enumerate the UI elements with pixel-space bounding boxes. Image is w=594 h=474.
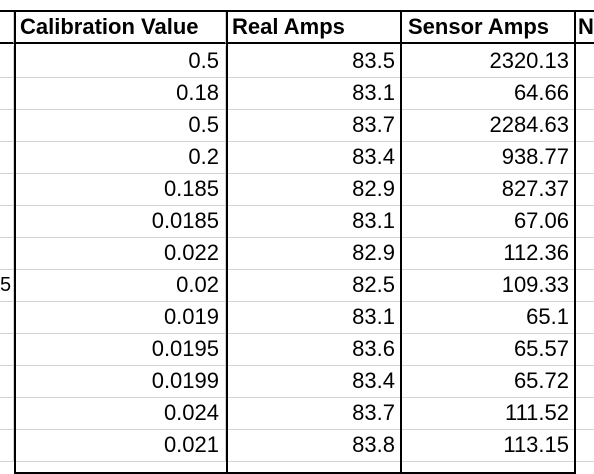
cell-partial-next[interactable]	[576, 430, 594, 462]
cell-real-amps[interactable]: 83.4	[226, 142, 402, 174]
cell-sensor-amps[interactable]: 111.52	[402, 398, 576, 430]
cell-partial-left[interactable]	[0, 206, 14, 238]
cell-partial-next[interactable]	[576, 206, 594, 238]
cell-calibration-value[interactable]: 0.0199	[14, 366, 226, 398]
cell-sensor-amps[interactable]: 938.77	[402, 142, 576, 174]
cell-calibration-value[interactable]: 0.185	[14, 174, 226, 206]
cell-real-amps[interactable]: 83.8	[226, 430, 402, 462]
cell-sensor-amps[interactable]: 65.57	[402, 334, 576, 366]
cell-sensor-amps[interactable]: 64.66	[402, 78, 576, 110]
cell-calibration-value[interactable]: 0.022	[14, 238, 226, 270]
cell-partial-left[interactable]	[0, 302, 14, 334]
cell-partial-left[interactable]	[0, 174, 14, 206]
cell-real-amps[interactable]: 82.9	[226, 238, 402, 270]
cell-calibration-value[interactable]: 0.024	[14, 398, 226, 430]
cell-partial-next[interactable]	[576, 78, 594, 110]
cell-partial-next[interactable]	[576, 398, 594, 430]
cell-sensor-amps[interactable]: 112.36	[402, 238, 576, 270]
cell-partial-next[interactable]	[576, 302, 594, 334]
cell-partial-next[interactable]	[576, 174, 594, 206]
cell-partial-left[interactable]	[0, 366, 14, 398]
cell-real-amps[interactable]: 83.6	[226, 334, 402, 366]
cell-sensor-amps[interactable]: 113.15	[402, 430, 576, 462]
cell-sensor-amps[interactable]: 67.06	[402, 206, 576, 238]
cell-calibration-value[interactable]: 0.02	[14, 270, 226, 302]
cell-calibration-value[interactable]: 0.019	[14, 302, 226, 334]
cell-partial-next[interactable]	[576, 238, 594, 270]
cell-calibration-value[interactable]: 0.5	[14, 46, 226, 78]
cell-partial-left[interactable]	[0, 142, 14, 174]
cell-calibration-value[interactable]: 0.021	[14, 430, 226, 462]
cell-real-amps[interactable]: 82.5	[226, 270, 402, 302]
top-border	[0, 10, 594, 12]
cell-sensor-amps[interactable]: 109.33	[402, 270, 576, 302]
cell-sensor-amps[interactable]: 827.37	[402, 174, 576, 206]
cell-sensor-amps[interactable]: 65.72	[402, 366, 576, 398]
cell-real-amps[interactable]: 83.7	[226, 110, 402, 142]
cell-sensor-amps[interactable]: 2284.63	[402, 110, 576, 142]
cell-sensor-amps[interactable]: 65.1	[402, 302, 576, 334]
cell-partial-left[interactable]	[0, 46, 14, 78]
cell-partial-next[interactable]	[576, 110, 594, 142]
cell-partial-next[interactable]	[576, 334, 594, 366]
cell-real-amps[interactable]: 83.5	[226, 46, 402, 78]
cell-partial-left[interactable]	[0, 334, 14, 366]
cell-real-amps[interactable]: 83.1	[226, 78, 402, 110]
cell-real-amps[interactable]: 83.1	[226, 206, 402, 238]
cell-partial-left[interactable]	[0, 238, 14, 270]
cell-partial-left[interactable]	[0, 430, 14, 462]
cell-calibration-value[interactable]: 0.2	[14, 142, 226, 174]
header-real-amps[interactable]: Real Amps	[226, 12, 402, 44]
cell-calibration-value[interactable]: 0.0195	[14, 334, 226, 366]
cell-partial-left[interactable]	[0, 110, 14, 142]
cell-partial-next[interactable]	[576, 366, 594, 398]
cell-partial-left[interactable]	[0, 78, 14, 110]
cell-real-amps[interactable]: 82.9	[226, 174, 402, 206]
cell-real-amps[interactable]: 83.7	[226, 398, 402, 430]
cell-real-amps[interactable]: 83.1	[226, 302, 402, 334]
header-calibration-value[interactable]: Calibration Value	[14, 12, 226, 44]
header-sensor-amps[interactable]: Sensor Amps	[402, 12, 576, 44]
cell-partial-next[interactable]	[576, 142, 594, 174]
header-cell-partial-left[interactable]	[0, 12, 14, 44]
cell-calibration-value[interactable]: 0.0185	[14, 206, 226, 238]
header-partial-next[interactable]: N	[576, 12, 594, 44]
cell-sensor-amps[interactable]: 2320.13	[402, 46, 576, 78]
cell-real-amps[interactable]: 83.4	[226, 366, 402, 398]
cell-calibration-value[interactable]: 0.5	[14, 110, 226, 142]
cell-calibration-value[interactable]: 0.18	[14, 78, 226, 110]
cell-partial-next[interactable]	[576, 46, 594, 78]
cell-partial-left[interactable]: 5	[0, 270, 14, 302]
cell-partial-next[interactable]	[576, 270, 594, 302]
cell-partial-left[interactable]	[0, 398, 14, 430]
